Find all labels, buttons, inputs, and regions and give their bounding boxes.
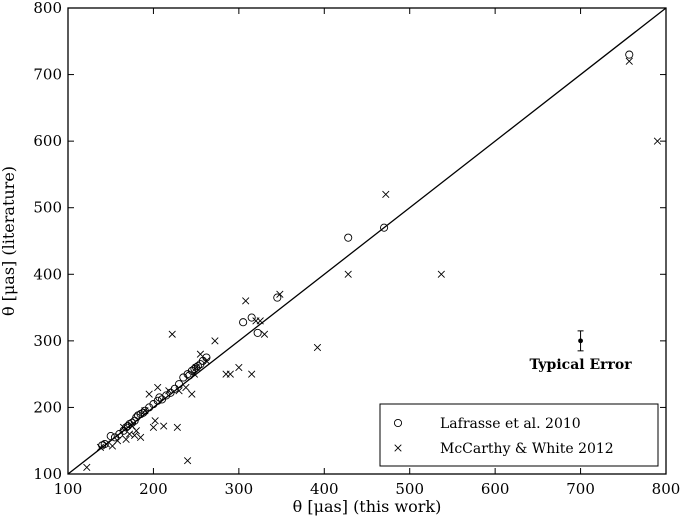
data-point-mccarthy [344, 270, 352, 278]
y-tick-label: 600 [33, 132, 62, 150]
data-point-lafrasse [273, 293, 282, 302]
x-axis-label: θ [μas] (this work) [293, 497, 442, 516]
y-tick-label: 100 [33, 465, 62, 483]
data-point-mccarthy [102, 440, 111, 448]
data-point-mccarthy [211, 337, 219, 345]
data-point-mccarthy [160, 422, 168, 430]
x-tick-label: 100 [54, 480, 83, 498]
y-tick-label: 400 [33, 265, 62, 283]
data-point-lafrasse [253, 328, 262, 337]
data-point-mccarthy [192, 363, 200, 372]
data-point-mccarthy [173, 423, 181, 432]
x-tick-label: 500 [395, 480, 424, 498]
data-point-mccarthy [188, 390, 196, 398]
data-point-mccarthy [183, 457, 192, 465]
data-point-mccarthy [141, 407, 149, 415]
data-point-mccarthy [151, 417, 159, 425]
ticks-layer: 100 200 300 400 500 600 700 800 100 200 300 400 500 6… [33, 0, 680, 498]
data-point-lafrasse [344, 233, 353, 242]
data-point-mccarthy [260, 330, 269, 338]
data-point-mccarthy [182, 383, 190, 392]
data-point-lafrasse [239, 318, 248, 327]
legend-label: McCarthy & White 2012 [440, 441, 614, 457]
data-point-mccarthy [190, 370, 199, 378]
data-point-mccarthy [122, 435, 130, 444]
data-point-mccarthy [175, 387, 183, 395]
data-point-mccarthy [168, 330, 176, 338]
plot-layer [67, 7, 667, 475]
data-point-mccarthy [145, 390, 153, 398]
data-point-mccarthy [248, 370, 256, 378]
y-tick-label: 700 [33, 66, 62, 84]
y-tick-label: 500 [33, 199, 62, 217]
data-point-mccarthy [136, 433, 145, 442]
legend-marker-x [394, 444, 402, 452]
legend: Lafrasse et al. 2010 McCarthy & White 201… [379, 403, 659, 467]
data-point-mccarthy [256, 317, 264, 325]
data-point-mccarthy [625, 57, 633, 65]
x-tick-label: 700 [566, 480, 595, 498]
data-point-mccarthy [131, 431, 139, 440]
y-axis-label: θ [μas] (literature) [0, 166, 18, 316]
data-point-mccarthy [437, 270, 445, 278]
data-point-mccarthy [132, 427, 140, 435]
x-tick-label: 200 [139, 480, 168, 498]
data-point-mccarthy [382, 190, 390, 199]
data-point-mccarthy [83, 463, 91, 471]
one-to-one-line [67, 7, 667, 475]
data-point-mccarthy [196, 350, 205, 358]
error-point [578, 338, 583, 344]
x-tick-label: 600 [481, 480, 510, 498]
y-tick-label: 800 [33, 0, 62, 17]
data-point-mccarthy [226, 370, 234, 378]
legend-label: Lafrasse et al. 2010 [440, 416, 581, 432]
data-point-mccarthy [113, 437, 122, 445]
data-point-mccarthy [96, 443, 105, 451]
typical-error-marker: Typical Error [530, 330, 633, 373]
data-point-mccarthy [313, 343, 322, 352]
data-point-mccarthy [119, 423, 128, 432]
data-point-mccarthy [235, 363, 243, 372]
data-point-lafrasse [100, 439, 109, 449]
data-point-mccarthy [242, 297, 250, 305]
legend-marker-circle [393, 418, 403, 428]
y-tick-label: 200 [33, 398, 62, 416]
data-point-mccarthy [165, 387, 173, 395]
data-point-mccarthy [202, 357, 211, 365]
legend-box [379, 403, 659, 467]
typical-error-label: Typical Error [530, 357, 633, 373]
data-point-mccarthy [149, 423, 158, 432]
data-point-mccarthy [653, 137, 662, 145]
x-tick-label: 400 [310, 480, 339, 498]
plot-frame [67, 7, 667, 475]
data-point-lafrasse [162, 391, 171, 400]
data-point-mccarthy [154, 383, 162, 392]
y-tick-label: 300 [33, 332, 62, 350]
data-point-mccarthy [276, 290, 284, 298]
data-point-lafrasse [380, 223, 389, 232]
x-tick-label: 300 [225, 480, 254, 498]
legend-entries: Lafrasse et al. 2010 McCarthy & White 201… [393, 416, 614, 457]
data-point-lafrasse [247, 313, 256, 322]
data-point-lafrasse [625, 50, 634, 59]
data-point-lafrasse [106, 432, 115, 441]
data-point-lafrasse [157, 395, 167, 404]
x-tick-label: 800 [652, 480, 681, 498]
